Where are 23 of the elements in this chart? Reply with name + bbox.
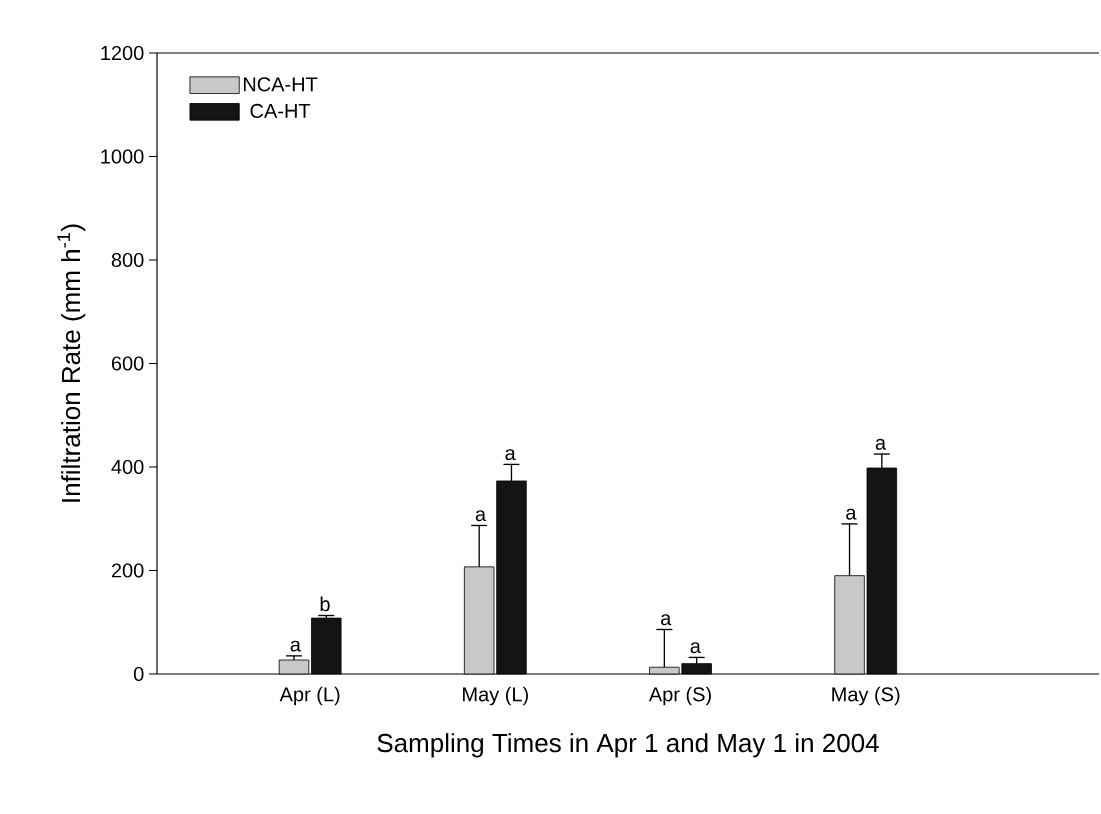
annotation: a [846,508,857,520]
x-tick-label: Apr (S) [648,686,711,706]
annotation: a [875,438,887,450]
y-tick-label: 1200 [101,45,144,61]
y-tick-label: 1000 [101,149,144,164]
annotation: b [320,596,330,612]
x-tick-label: May (S) [832,686,900,706]
y-tick-label: 200 [111,563,144,578]
y-tick-label: 600 [111,356,144,371]
y-tick-label: 800 [111,252,144,268]
x-tick-label: Apr (L) [279,686,340,706]
annotation: a [505,449,516,461]
annotation: a [290,640,301,652]
legend-label: NCA-HT [243,77,318,92]
legend-label: CA-HT [250,103,311,119]
annotation: a [690,642,701,654]
y-tick-label: 0 [133,666,144,682]
y-tick-label: 400 [111,459,144,475]
x-axis-title: Sampling Times in Apr 1 and May 1 in 2004 [377,733,879,758]
y-axis-title: Infiltration Rate (mm h$^{-1}$) [57,224,86,502]
annotation: a [475,510,487,522]
annotation: a [660,614,672,626]
x-tick-label: May (L) [463,686,528,706]
